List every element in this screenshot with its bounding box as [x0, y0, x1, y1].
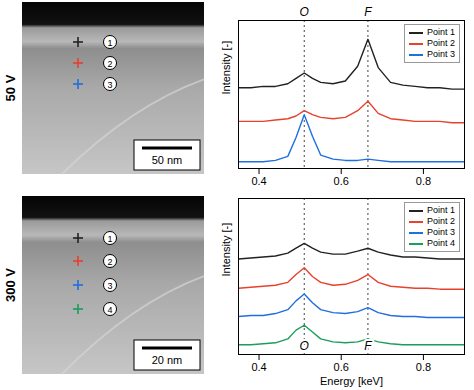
svg-text:20 nm: 20 nm: [152, 354, 183, 366]
svg-text:50 nm: 50 nm: [152, 154, 183, 166]
html-text:50 V: 50 V: [2, 74, 18, 102]
svg-text:4: 4: [107, 305, 112, 315]
svg-text:0.8: 0.8: [416, 175, 431, 187]
html-text:300 V: 300 V: [2, 268, 18, 302]
svg-text:Intensity [-]: Intensity [-]: [220, 223, 232, 277]
svg-text:Intensity [-]: Intensity [-]: [220, 41, 232, 95]
html-text:Point 3: Point 3: [427, 49, 455, 59]
svg-text:3: 3: [107, 80, 112, 90]
svg-text:O: O: [300, 339, 309, 353]
svg-text:O: O: [300, 5, 309, 19]
svg-text:2: 2: [107, 257, 112, 267]
svg-text:1: 1: [107, 234, 112, 244]
svg-text:F: F: [364, 5, 372, 19]
svg-text:0.4: 0.4: [251, 175, 266, 187]
html-text:Point 1: Point 1: [427, 205, 455, 215]
html-text:Point 1: Point 1: [427, 27, 455, 37]
svg-text:3: 3: [107, 281, 112, 291]
svg-text:2: 2: [107, 59, 112, 69]
svg-text:1: 1: [107, 38, 112, 48]
svg-text:0.6: 0.6: [334, 175, 349, 187]
svg-text:0.4: 0.4: [251, 361, 266, 373]
svg-text:0.8: 0.8: [416, 361, 431, 373]
svg-text:Energy [keV]: Energy [keV]: [320, 375, 383, 387]
html-text:Point 4: Point 4: [427, 238, 455, 248]
svg-text:0.6: 0.6: [334, 361, 349, 373]
html-text:Point 3: Point 3: [427, 227, 455, 237]
html-text:Point 2: Point 2: [427, 216, 455, 226]
html-text:Point 2: Point 2: [427, 38, 455, 48]
svg-text:F: F: [364, 339, 372, 353]
